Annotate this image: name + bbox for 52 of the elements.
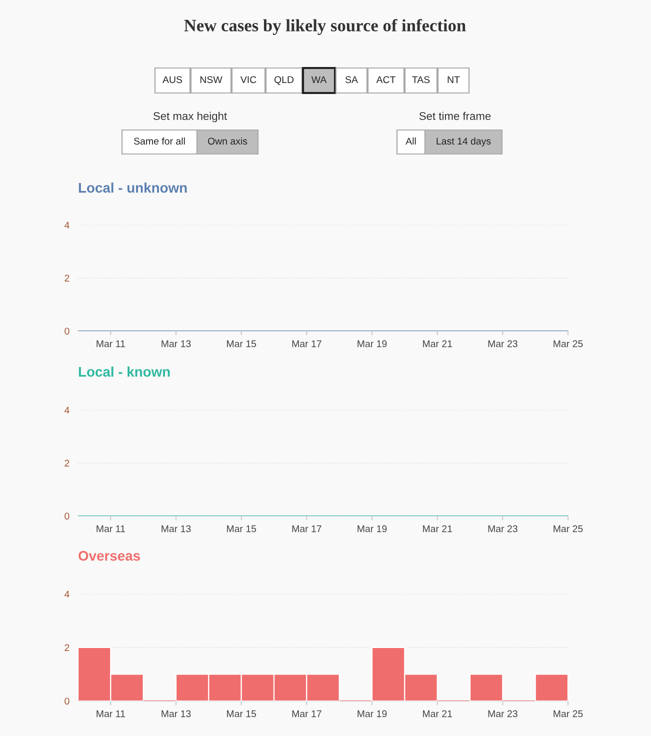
text: TAS [412, 76, 430, 84]
text: Last 14 days [436, 137, 491, 147]
x-tick-label: Mar 15 [227, 525, 256, 532]
x-tick-label: Mar 11 [96, 525, 125, 532]
y-tick-label: 2 [64, 644, 70, 652]
x-tick-label: Mar 21 [423, 340, 452, 348]
x-tick-label: Mar 13 [162, 340, 191, 348]
text: Same for all [134, 137, 185, 145]
y-tick-label: 0 [64, 698, 70, 705]
x-tick-label: Mar 17 [292, 525, 322, 532]
x-tick-label: Mar 23 [488, 525, 518, 532]
y-tick-label: 4 [64, 590, 70, 598]
x-tick-label: Mar 23 [488, 340, 518, 348]
text: Own axis [208, 137, 248, 145]
text: QLD [274, 76, 294, 85]
chart-title: Local - known [78, 366, 170, 377]
x-tick-label: Mar 23 [488, 710, 518, 718]
x-tick-label: Mar 11 [96, 340, 125, 348]
text: Set time frame [419, 112, 491, 120]
x-tick-label: Mar 13 [162, 525, 191, 532]
x-tick-label: Mar 25 [554, 525, 583, 532]
text: Set max height [153, 112, 227, 122]
x-tick-label: Mar 19 [358, 340, 387, 348]
text: ACT [376, 76, 396, 84]
x-tick-label: Mar 25 [554, 340, 583, 348]
y-tick-label: 0 [64, 512, 70, 520]
text: AUS [162, 76, 182, 84]
text: New cases by likely source of infection [184, 19, 466, 35]
chart-title: Overseas [78, 550, 140, 561]
y-tick-label: 0 [64, 328, 70, 335]
text: All [406, 137, 416, 145]
x-tick-label: Mar 19 [358, 525, 387, 532]
x-tick-label: Mar 25 [554, 710, 583, 718]
x-tick-label: Mar 15 [227, 340, 256, 348]
text: WA [311, 76, 327, 84]
x-tick-label: Mar 17 [292, 340, 322, 348]
y-tick-label: 4 [64, 222, 70, 229]
y-tick-label: 2 [64, 460, 70, 467]
y-tick-label: 4 [64, 406, 70, 414]
x-tick-label: Mar 21 [423, 525, 452, 532]
x-tick-label: Mar 13 [162, 710, 191, 718]
text: SA [345, 76, 358, 84]
x-tick-label: Mar 15 [227, 710, 256, 718]
x-tick-label: Mar 19 [358, 710, 387, 718]
x-tick-label: Mar 21 [423, 710, 452, 718]
y-tick-label: 2 [64, 274, 70, 282]
chart-title: Local - unknown [78, 182, 187, 193]
x-tick-label: Mar 17 [292, 710, 322, 718]
x-tick-label: Mar 11 [96, 710, 125, 718]
text: NSW [200, 76, 222, 84]
text: VIC [240, 76, 256, 84]
text: NT [448, 76, 460, 84]
